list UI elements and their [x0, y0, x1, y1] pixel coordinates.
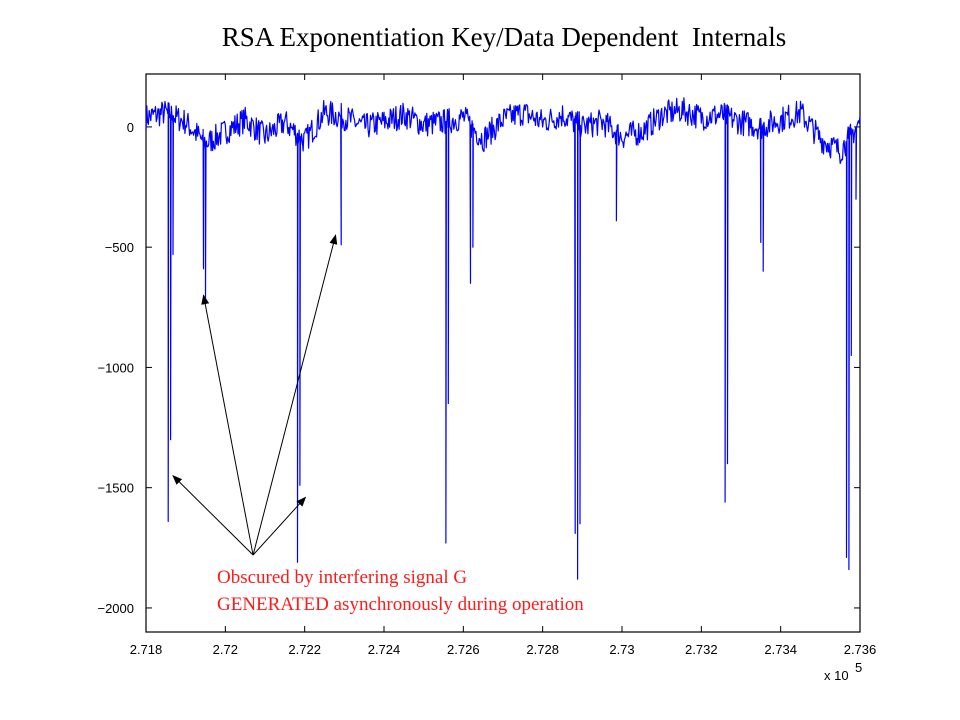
annotation-arrow: [172, 474, 254, 556]
x-tick-label: 2.732: [685, 642, 718, 657]
signal-trace: [145, 97, 861, 580]
tick-group: 2.718 2.72 2.722 2.724 2.726 2.728 2.73 2.732 2.…: [97, 74, 876, 657]
x-tick-label: 2.722: [288, 642, 321, 657]
annotation-arrow: [252, 234, 338, 556]
y-tick-label: −1000: [97, 360, 134, 375]
annotation-group: [172, 234, 338, 556]
x-multiplier-exponent: 5: [855, 660, 862, 675]
x-multiplier-label: x 10: [824, 668, 849, 683]
x-tick-label: 2.724: [368, 642, 401, 657]
y-tick-label: −2000: [97, 601, 134, 616]
y-tick-label: −500: [105, 240, 134, 255]
series-group: [145, 97, 861, 580]
annotation-line-2: GENERATED asynchronously during operatio…: [217, 594, 584, 615]
annotation-arrow: [201, 294, 254, 556]
chart-title: RSA Exponentiation Key/Data Dependent In…: [221, 22, 787, 52]
x-tick-label: 2.728: [526, 642, 559, 657]
y-tick-label: 0: [127, 120, 134, 135]
plot-area-frame: [145, 73, 861, 633]
x-tick-label: 2.726: [447, 642, 480, 657]
x-tick-label: 2.736: [844, 642, 877, 657]
x-tick-label: 2.72: [213, 642, 238, 657]
x-tick-label: 2.734: [764, 642, 797, 657]
x-tick-label: 2.718: [130, 642, 163, 657]
y-tick-label: −1500: [97, 481, 134, 496]
x-tick-label: 2.73: [609, 642, 634, 657]
annotation-arrow: [252, 496, 307, 556]
annotation-line-1: Obscured by interfering signal G: [217, 567, 467, 588]
